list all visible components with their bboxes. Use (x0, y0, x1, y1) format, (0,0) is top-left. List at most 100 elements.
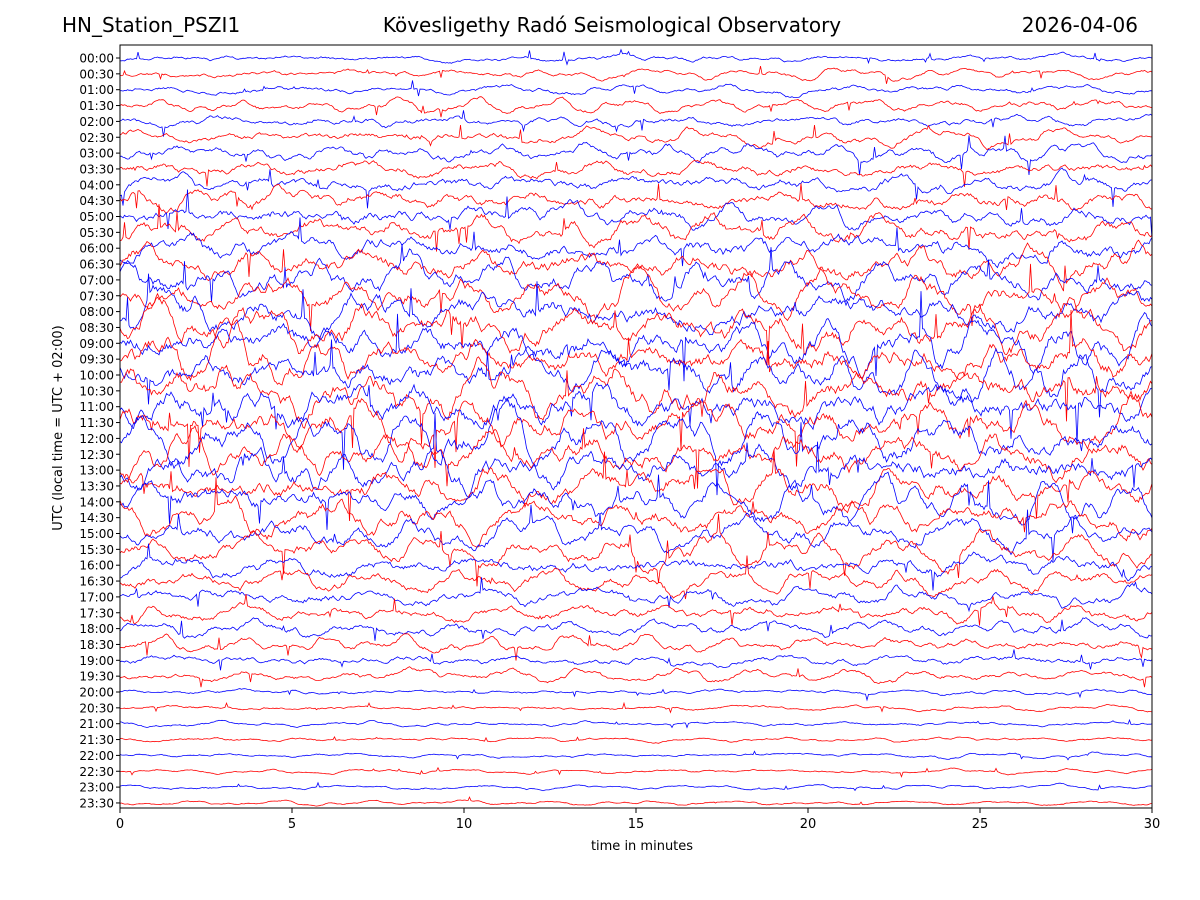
y-tick-label: 13:00 (79, 464, 114, 478)
trace-1900 (120, 649, 1152, 671)
trace-1300 (120, 412, 1152, 498)
y-tick-label: 08:00 (79, 305, 114, 319)
x-tick-label: 20 (800, 817, 817, 832)
y-tick-label: 01:30 (79, 99, 114, 113)
y-tick-label: 12:00 (79, 432, 114, 446)
x-tick-label: 25 (972, 817, 989, 832)
y-tick-label: 17:00 (79, 590, 114, 604)
y-tick-label: 11:00 (79, 400, 114, 414)
x-axis: 0 5 10 15 20 25 30 (116, 808, 1160, 832)
trace-1400 (120, 471, 1152, 534)
trace-2300 (120, 781, 1152, 792)
plot-area (120, 45, 1152, 808)
y-axis-label: UTC (local time = UTC + 02:00) (51, 325, 66, 530)
station-label: HN_Station_PSZI1 (62, 13, 241, 37)
trace-1530 (120, 513, 1152, 587)
y-tick-label: 00:30 (79, 67, 114, 81)
trace-0400 (120, 167, 1152, 209)
y-tick-label: 14:30 (79, 511, 114, 525)
y-tick-label: 14:00 (79, 495, 114, 509)
trace-0900 (120, 291, 1152, 382)
trace-1500 (120, 504, 1152, 561)
y-tick-label: 16:00 (79, 559, 114, 573)
trace-0330 (120, 159, 1152, 187)
y-tick-label: 05:30 (79, 226, 114, 240)
x-tick-label: 10 (456, 817, 473, 832)
y-tick-label: 20:30 (79, 701, 114, 715)
trace-1230 (120, 425, 1152, 489)
y-tick-label: 17:30 (79, 606, 114, 620)
y-tick-label: 15:00 (79, 527, 114, 541)
trace-0930 (120, 309, 1152, 386)
trace-0230 (120, 124, 1152, 151)
y-tick-label: 03:30 (79, 162, 114, 176)
trace-1700 (120, 577, 1152, 613)
y-tick-label: 06:00 (79, 242, 114, 256)
y-tick-label: 07:00 (79, 273, 114, 287)
y-tick-label: 04:00 (79, 178, 114, 192)
y-tick-label: 06:30 (79, 258, 114, 272)
y-tick-label: 23:30 (79, 796, 114, 810)
y-tick-label: 02:00 (79, 115, 114, 129)
y-tick-label: 19:30 (79, 670, 114, 684)
trace-1630 (120, 555, 1152, 600)
y-tick-label: 10:30 (79, 384, 114, 398)
trace-0730 (120, 263, 1152, 332)
trace-1330 (120, 449, 1152, 522)
y-tick-label: 05:00 (79, 210, 114, 224)
y-tick-label: 10:00 (79, 369, 114, 383)
y-tick-label: 07:30 (79, 289, 114, 303)
y-tick-label: 09:30 (79, 353, 114, 367)
trace-1100 (120, 381, 1152, 445)
trace-0600 (120, 217, 1152, 269)
trace-0830 (120, 292, 1152, 366)
chart-title: Kövesligethy Radó Seismological Observat… (382, 13, 842, 37)
y-tick-label: 22:30 (79, 765, 114, 779)
trace-1830 (120, 633, 1152, 661)
trace-0200 (120, 110, 1152, 137)
trace-1730 (120, 594, 1152, 626)
y-tick-label: 03:00 (79, 147, 114, 161)
trace-0630 (120, 239, 1152, 292)
trace-group (120, 48, 1152, 807)
trace-1600 (120, 543, 1152, 591)
trace-0800 (120, 273, 1152, 341)
y-tick-label: 19:00 (79, 654, 114, 668)
y-tick-label: 23:00 (79, 781, 114, 795)
x-tick-label: 15 (628, 817, 645, 832)
trace-2230 (120, 766, 1152, 778)
y-tick-label: 21:00 (79, 717, 114, 731)
trace-2000 (120, 688, 1152, 702)
trace-2330 (120, 796, 1152, 807)
y-tick-label: 04:30 (79, 194, 114, 208)
y-tick-label: 01:00 (79, 83, 114, 97)
trace-0530 (120, 204, 1152, 252)
y-tick-label: 13:30 (79, 479, 114, 493)
trace-1430 (120, 477, 1152, 548)
x-axis-label: time in minutes (591, 839, 693, 854)
y-tick-label: 20:00 (79, 686, 114, 700)
trace-0000 (120, 48, 1152, 66)
y-tick-label: 18:00 (79, 622, 114, 636)
trace-0500 (120, 189, 1152, 240)
trace-0030 (120, 66, 1152, 84)
y-tick-label: 16:30 (79, 575, 114, 589)
trace-2200 (120, 750, 1152, 761)
y-tick-label: 18:30 (79, 638, 114, 652)
y-tick-label: 02:30 (79, 131, 114, 145)
y-tick-label: 11:30 (79, 416, 114, 430)
trace-0430 (120, 183, 1152, 214)
trace-0130 (120, 96, 1152, 118)
x-tick-label: 30 (1144, 817, 1161, 832)
trace-1130 (120, 394, 1152, 468)
y-tick-label: 21:30 (79, 733, 114, 747)
trace-0700 (120, 243, 1152, 303)
trace-2130 (120, 736, 1152, 744)
y-tick-label: 09:00 (79, 337, 114, 351)
trace-2100 (120, 718, 1152, 729)
x-tick-label: 0 (116, 817, 124, 832)
trace-0300 (120, 135, 1152, 176)
x-tick-label: 5 (288, 817, 296, 832)
y-tick-label: 15:30 (79, 543, 114, 557)
